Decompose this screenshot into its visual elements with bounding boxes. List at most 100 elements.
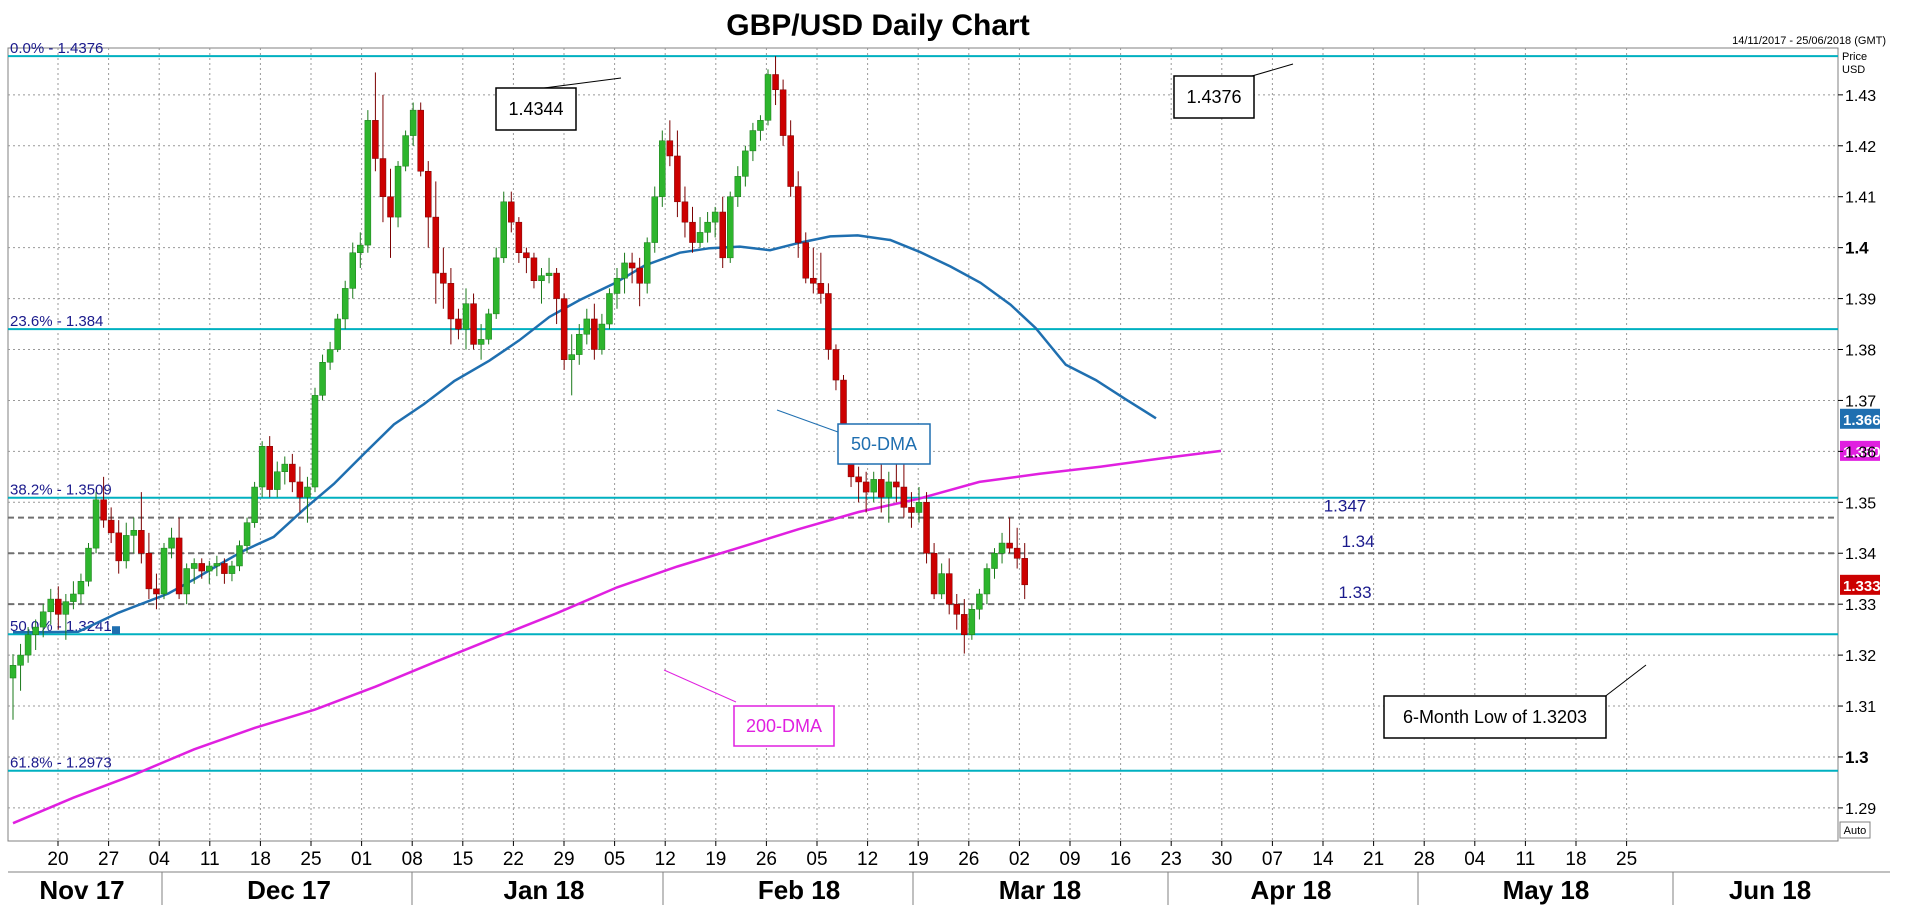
candle [862, 471, 870, 513]
candle-body [953, 603, 960, 615]
candle-body [779, 89, 787, 136]
price-tick-label: 1.4 [1845, 239, 1869, 258]
candle-body [455, 318, 462, 330]
candle-body [727, 196, 734, 259]
candle [794, 171, 802, 258]
candle-body [885, 481, 893, 498]
candle-body [961, 614, 968, 635]
candle [447, 268, 455, 345]
date-tick-label: 05 [806, 849, 827, 870]
candle [9, 654, 17, 720]
candle-body [470, 303, 477, 345]
price-axis: 1.29 1.3 1.31 1.32 1.33 1.34 1.35 1.36 1.37 1.38 1… [1838, 88, 1876, 818]
candle [553, 268, 560, 325]
auto-scale-button[interactable] [1839, 821, 1871, 839]
candle-body [1013, 547, 1021, 559]
candle [55, 586, 62, 630]
date-tick-label: 30 [1211, 849, 1232, 870]
price-tag [1840, 440, 1880, 461]
candle [643, 237, 651, 294]
candle-body [39, 611, 47, 628]
annotation-leader [663, 669, 737, 703]
date-tick-label: 20 [47, 849, 68, 870]
candle-body [500, 201, 507, 259]
candle [372, 72, 379, 172]
candle [394, 161, 402, 228]
candle [961, 599, 968, 654]
candle-body [349, 252, 356, 289]
date-tick-label: 08 [402, 849, 423, 870]
candle [1021, 543, 1028, 600]
price-tick-label: 1.39 [1845, 292, 1876, 309]
candle [591, 303, 598, 360]
candle [938, 563, 945, 600]
candle-body [530, 257, 538, 282]
candle-body [598, 323, 606, 350]
date-tick-label: 27 [98, 849, 119, 870]
candle [560, 293, 568, 370]
month-label: Jan 18 [504, 875, 585, 905]
candle [319, 354, 326, 401]
candle [508, 191, 515, 233]
candle-body [704, 221, 711, 233]
annotation-200-dma-label: 200-DMA [746, 716, 822, 736]
candle-body [825, 293, 832, 350]
annotation-1-4376-label: 1.4376 [1186, 87, 1241, 107]
candle [930, 543, 938, 600]
candle-body [560, 298, 568, 360]
price-tag-label: 1.3664 [1843, 412, 1890, 429]
date-tick-label: 29 [553, 849, 574, 870]
candle [357, 232, 364, 269]
candle [266, 436, 273, 498]
candle [719, 196, 726, 269]
candle [77, 573, 85, 605]
candle [387, 168, 394, 258]
candle [39, 604, 47, 638]
candle [764, 69, 772, 126]
price-tag-label: 1.3601 [1843, 444, 1889, 461]
candle [636, 257, 643, 307]
candle [810, 247, 817, 294]
candle-body [168, 537, 175, 549]
candle-body [485, 313, 492, 340]
fibonacci-label: 61.8% - 1.2973 [10, 755, 112, 772]
candle-body [357, 244, 364, 253]
date-tick-label: 23 [1161, 849, 1182, 870]
candle-body [945, 573, 953, 605]
candle [462, 288, 470, 350]
candle-body [621, 262, 628, 279]
candle [183, 563, 190, 605]
candle [190, 558, 198, 584]
candle-body [402, 135, 409, 167]
candle [885, 471, 893, 523]
date-tick-label: 22 [503, 849, 524, 870]
candle [485, 308, 492, 345]
price-tick-label: 1.35 [1845, 495, 1876, 512]
date-tick-label: 12 [857, 849, 878, 870]
date-tick-label: 04 [1464, 849, 1486, 870]
candle-body [802, 242, 809, 279]
candle [681, 186, 689, 238]
candle [349, 242, 356, 299]
candle [92, 492, 100, 554]
candle [17, 643, 24, 691]
candle [228, 560, 236, 582]
price-tick-label: 1.33 [1845, 597, 1876, 614]
candle [379, 94, 387, 223]
candle-body [757, 120, 764, 131]
candle-body [334, 318, 341, 350]
candle-body [900, 486, 908, 508]
month-label: Mar 18 [999, 875, 1081, 905]
price-level-label: 1.347 [1324, 497, 1367, 516]
candle [998, 532, 1006, 564]
candle [153, 573, 160, 610]
candle-body [908, 507, 915, 513]
candle [734, 166, 742, 207]
annotation-six-month-low-box [1383, 695, 1607, 739]
date-tick-label: 18 [250, 849, 271, 870]
annotation-50-dma-label: 50-DMA [851, 434, 917, 454]
candle-body [319, 361, 326, 396]
price-tick-label: 1.31 [1845, 699, 1876, 716]
candle [115, 520, 122, 574]
